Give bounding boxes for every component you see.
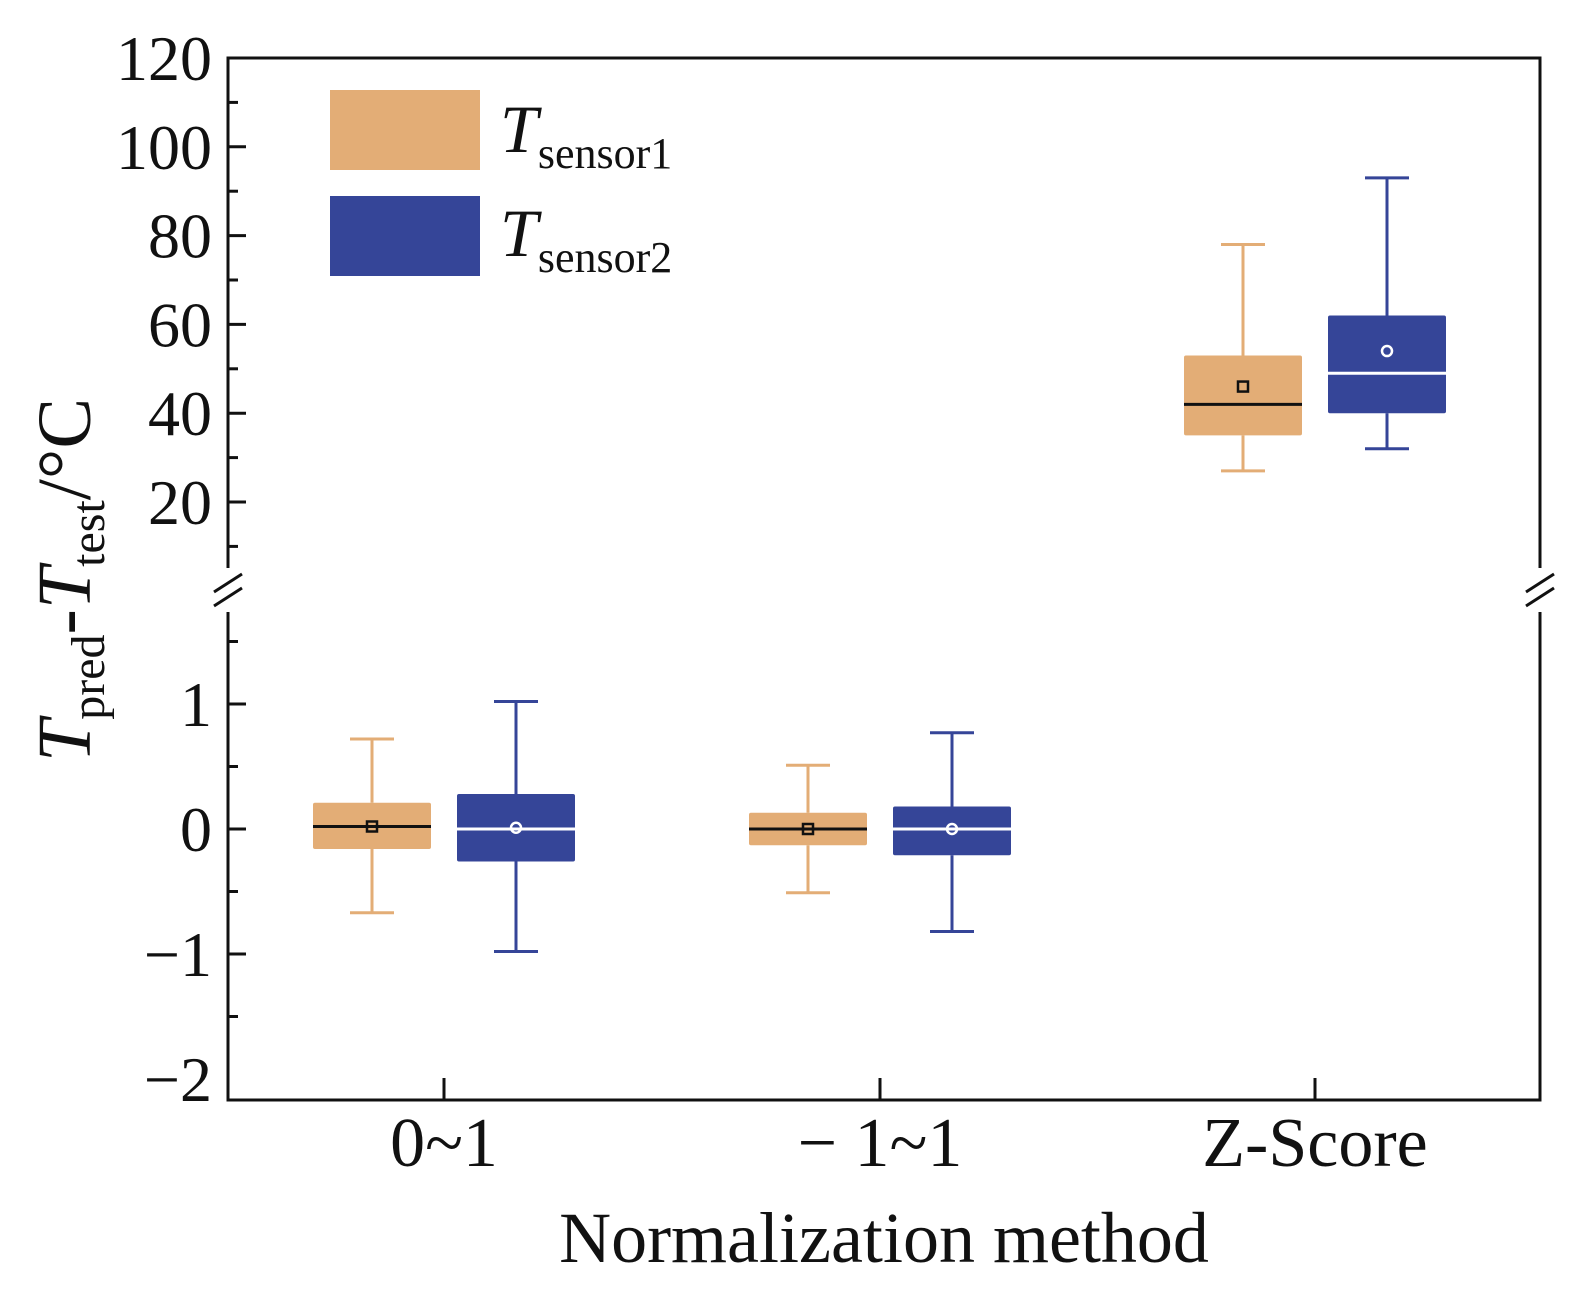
- legend-swatch-sensor1: [330, 90, 480, 170]
- y-tick-label: 60: [148, 289, 212, 360]
- x-tick-label: − 1~1: [798, 1105, 963, 1182]
- axis-break-left: [210, 568, 250, 612]
- y-tick-label: 0: [180, 794, 212, 865]
- x-tick-label: 0~1: [390, 1105, 498, 1182]
- x-axis-ticks: 0~1 − 1~1 Z-Score: [390, 1078, 1428, 1182]
- y-tick-label: 80: [148, 201, 212, 272]
- y-axis-lower-ticks: 1 0 −1 −2: [144, 640, 246, 1115]
- legend-label-sensor2: Tsensor2: [500, 195, 672, 282]
- mean-marker: [801, 822, 815, 836]
- y-tick-label: 40: [148, 378, 212, 449]
- legend-swatch-sensor2: [330, 196, 480, 276]
- axis-break-right: [1520, 568, 1560, 612]
- box-sensor1-0: [313, 737, 431, 915]
- y-tick-label: 100: [116, 112, 212, 183]
- box-iqr: [893, 806, 1011, 856]
- box-sensor2-1: [893, 731, 1011, 933]
- y-tick-label: −1: [144, 919, 212, 990]
- mean-marker: [365, 820, 379, 833]
- box-iqr: [1184, 355, 1302, 436]
- y-axis-title: Tpred-Ttest/°C: [23, 398, 115, 762]
- legend-label-sensor1: Tsensor1: [500, 91, 672, 178]
- box-sensor1-2: [1184, 242, 1302, 473]
- box-sensor2-2: [1328, 176, 1446, 451]
- y-tick-label: 1: [180, 669, 212, 740]
- y-tick-label: 120: [116, 23, 212, 94]
- x-tick-label: Z-Score: [1202, 1105, 1427, 1182]
- box-sensor1-1: [749, 763, 867, 895]
- mean-marker: [945, 822, 959, 836]
- legend: Tsensor1 Tsensor2: [330, 90, 672, 282]
- box-plot-series: [313, 176, 1446, 953]
- box-iqr: [1328, 315, 1446, 414]
- series-sensor1: [313, 242, 1302, 915]
- mean-marker: [1380, 344, 1394, 358]
- y-tick-label: 20: [148, 467, 212, 538]
- series-sensor2: [457, 176, 1446, 953]
- y-axis-upper-ticks: 120 100 80 60 40 20: [116, 23, 246, 548]
- box-sensor2-0: [457, 700, 575, 953]
- mean-marker: [509, 821, 523, 834]
- mean-marker: [1236, 380, 1250, 393]
- x-axis-title: Normalization method: [559, 1198, 1209, 1278]
- y-tick-label: −2: [144, 1044, 212, 1115]
